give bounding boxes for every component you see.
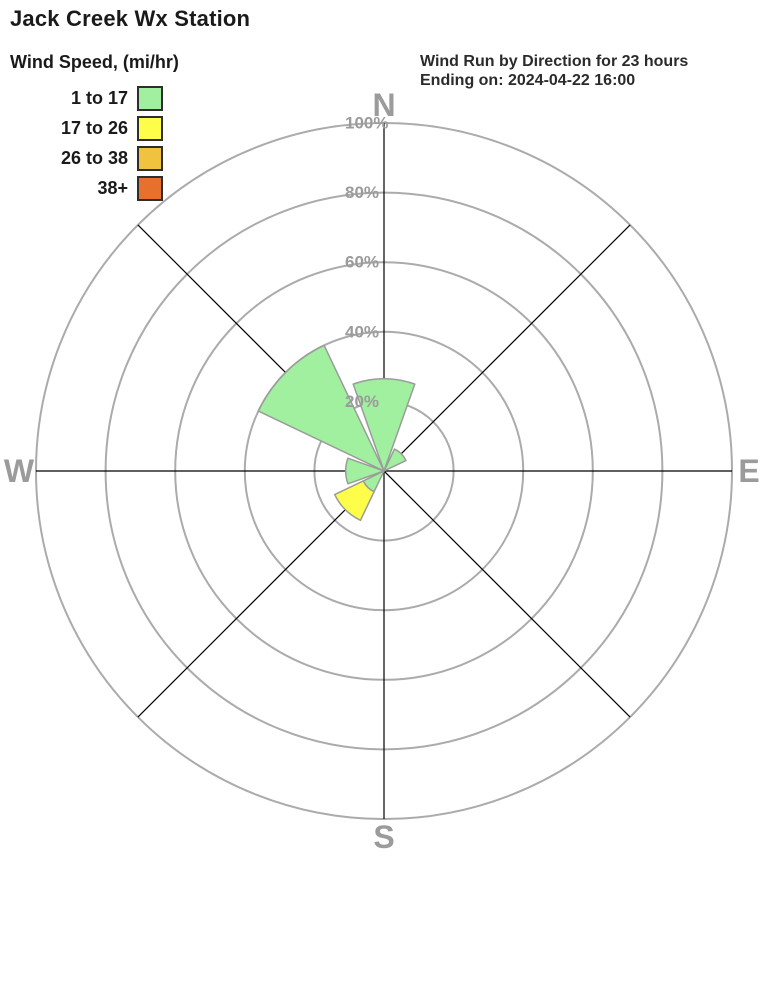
compass-label-north: N	[372, 87, 395, 123]
legend-row-1: 1 to 17	[10, 85, 179, 111]
legend-row-2: 17 to 26	[10, 115, 179, 141]
wind-speed-legend: Wind Speed, (mi/hr) 1 to 17 17 to 26 26 …	[10, 52, 179, 207]
legend-label: 17 to 26	[60, 117, 128, 138]
chart-subtitle-line2: Ending on: 2024-04-22 16:00	[420, 72, 636, 89]
page-title: Jack Creek Wx Station	[10, 6, 251, 31]
ring-label-40: 40%	[345, 322, 379, 341]
petal-n-1-to-17	[352, 378, 416, 472]
ring-label-80: 80%	[345, 183, 379, 202]
petal-ne-1-to-17	[383, 448, 407, 472]
petal-w-1-to-17	[344, 457, 385, 485]
compass-label-west: W	[4, 453, 35, 489]
compass-label-east: E	[738, 453, 759, 489]
petal-nw-1-to-17	[257, 344, 385, 472]
legend-label: 1 to 17	[70, 87, 128, 108]
legend-swatch-amber	[137, 145, 163, 171]
legend-title: Wind Speed, (mi/hr)	[10, 52, 179, 72]
chart-subtitle-line1: Wind Run by Direction for 23 hours	[420, 53, 689, 70]
legend-swatch-orange	[137, 175, 163, 201]
ring-label-20: 20%	[345, 392, 379, 411]
ring-label-60: 60%	[345, 253, 379, 272]
legend-label: 38+	[97, 177, 128, 198]
legend-row-4: 38+	[10, 175, 179, 201]
ring-label-100: 100%	[345, 114, 388, 133]
legend-swatch-green	[137, 85, 163, 111]
legend-swatch-yellow	[137, 115, 163, 141]
compass-label-south: S	[373, 819, 394, 855]
chart-subtitle: Wind Run by Direction for 23 hours Endin…	[420, 52, 760, 90]
legend-row-3: 26 to 38	[10, 145, 179, 171]
petal-sw-17-to-26	[333, 480, 375, 522]
legend-label: 26 to 38	[60, 147, 128, 168]
